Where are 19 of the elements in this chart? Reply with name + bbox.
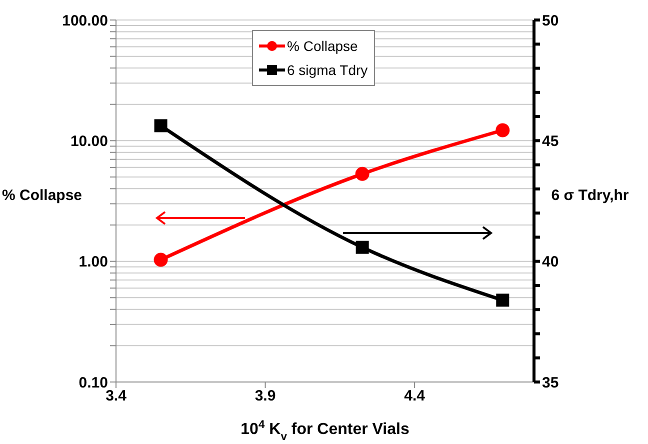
point xyxy=(355,166,370,181)
y-tick-label: 0.10 xyxy=(78,374,108,392)
legend-label: % Collapse xyxy=(287,37,358,56)
x-axis-title: 10$^{4}$ K$_{v}$ for Center Vials xyxy=(240,419,410,443)
y2-tick-label: 40 xyxy=(542,254,559,271)
y2-tick-label: 35 xyxy=(542,374,559,392)
y2-tick-label: 45 xyxy=(542,132,559,150)
y2-tick-label: 50 xyxy=(542,12,559,30)
x-tick-label: 4.4 xyxy=(404,388,426,405)
y2-axis-title: 6 σ Tdry,hr xyxy=(551,187,629,204)
point xyxy=(154,252,168,267)
y-axis-title: % Collapse xyxy=(2,187,82,204)
x-tick-label: 3.4 xyxy=(106,388,128,405)
y-tick-label: 100.00 xyxy=(62,12,108,30)
legend-label: 6 sigma Tdry xyxy=(287,61,368,80)
y-tick-label: 1.00 xyxy=(78,254,108,271)
point xyxy=(496,123,510,138)
y-tick-label: 10.00 xyxy=(70,132,108,150)
x-tick-label: 3.9 xyxy=(254,388,276,405)
